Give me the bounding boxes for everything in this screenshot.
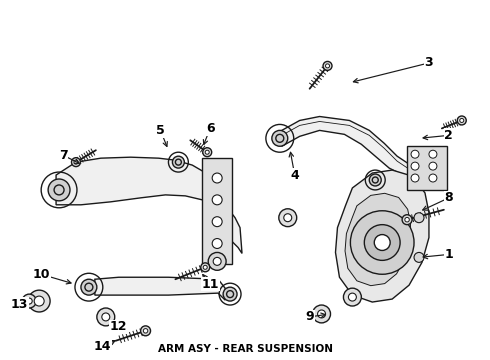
Circle shape (223, 287, 237, 301)
Polygon shape (202, 158, 232, 264)
Text: 6: 6 (206, 122, 215, 135)
Circle shape (272, 130, 288, 146)
Circle shape (212, 173, 222, 183)
Text: 13: 13 (11, 297, 28, 311)
Circle shape (203, 148, 212, 157)
Polygon shape (407, 146, 447, 190)
Circle shape (343, 288, 361, 306)
Text: 9: 9 (305, 310, 314, 323)
Circle shape (34, 296, 44, 306)
Polygon shape (336, 170, 429, 302)
Polygon shape (345, 193, 411, 286)
Circle shape (411, 174, 419, 182)
Polygon shape (56, 157, 210, 220)
Polygon shape (282, 117, 409, 178)
Polygon shape (210, 192, 242, 253)
Circle shape (374, 235, 390, 251)
Text: 4: 4 (291, 168, 299, 181)
Circle shape (48, 179, 70, 201)
Circle shape (72, 158, 80, 167)
Text: ARM ASY - REAR SUSPENSION: ARM ASY - REAR SUSPENSION (157, 344, 333, 354)
Circle shape (318, 310, 325, 318)
Text: 2: 2 (444, 129, 453, 142)
Circle shape (414, 252, 424, 262)
Circle shape (350, 211, 414, 274)
Text: 5: 5 (156, 124, 165, 137)
Circle shape (325, 64, 330, 68)
Circle shape (405, 217, 409, 222)
Circle shape (402, 215, 412, 225)
Circle shape (141, 326, 150, 336)
Circle shape (365, 225, 400, 260)
Circle shape (97, 308, 115, 326)
Circle shape (460, 118, 464, 122)
Circle shape (213, 257, 221, 265)
Circle shape (313, 305, 331, 323)
Text: 11: 11 (201, 278, 219, 291)
Circle shape (26, 298, 32, 304)
Circle shape (348, 293, 356, 301)
Circle shape (205, 150, 209, 154)
Circle shape (457, 116, 466, 125)
Circle shape (279, 209, 297, 227)
Text: 12: 12 (110, 320, 127, 333)
Circle shape (201, 263, 210, 272)
Circle shape (208, 252, 226, 270)
Circle shape (102, 313, 110, 321)
Circle shape (22, 294, 36, 308)
Circle shape (411, 162, 419, 170)
Text: 1: 1 (444, 248, 453, 261)
Circle shape (203, 265, 207, 269)
Circle shape (28, 290, 50, 312)
Circle shape (411, 150, 419, 158)
Polygon shape (95, 277, 225, 300)
Text: 14: 14 (94, 340, 112, 353)
Circle shape (212, 217, 222, 227)
Circle shape (212, 239, 222, 248)
Text: 10: 10 (32, 268, 50, 281)
Circle shape (369, 174, 381, 186)
Text: 3: 3 (425, 57, 433, 69)
Circle shape (429, 174, 437, 182)
Text: 7: 7 (59, 149, 68, 162)
Circle shape (429, 162, 437, 170)
Circle shape (429, 150, 437, 158)
Circle shape (284, 214, 292, 222)
Circle shape (81, 279, 97, 295)
Circle shape (323, 62, 332, 70)
Text: 8: 8 (444, 192, 453, 204)
Circle shape (172, 156, 184, 168)
Circle shape (212, 195, 222, 205)
Circle shape (414, 213, 424, 223)
Circle shape (144, 329, 148, 333)
Circle shape (74, 160, 78, 164)
